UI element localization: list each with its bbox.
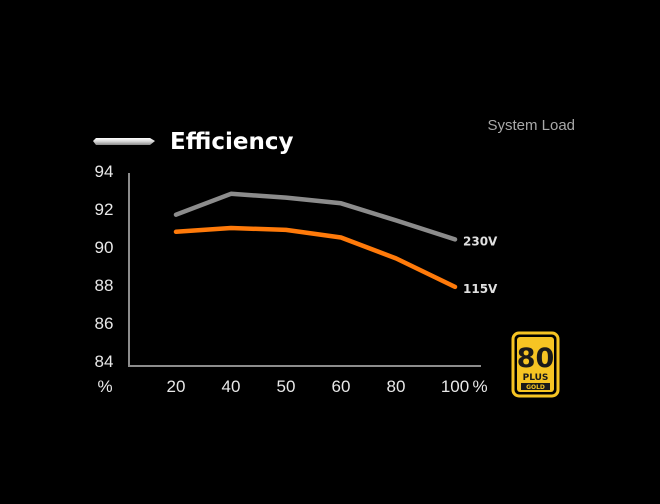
chart-title: Efficiency — [170, 129, 293, 155]
y-tick-label: 86 — [95, 314, 114, 333]
badge-80-text: 80 — [517, 343, 555, 374]
x-tick-label: 60 — [332, 377, 351, 396]
series-line-230v — [173, 191, 458, 242]
80-plus-gold-badge: 80 PLUS GOLD — [511, 331, 560, 398]
y-unit-label: % — [97, 377, 112, 396]
y-tick-labels: 94 92 90 88 86 84 — [95, 162, 114, 371]
x-tick-label: 40 — [222, 377, 241, 396]
series-label-115v: 115V — [463, 282, 498, 296]
badge-tier-strip — [521, 383, 550, 390]
x-tick-label: 50 — [277, 377, 296, 396]
series-label-230v: 230V — [463, 234, 498, 248]
badge-plus-text: PLUS — [523, 373, 549, 383]
y-tick-label: 94 — [95, 162, 114, 181]
x-unit-label: % — [472, 377, 487, 396]
y-tick-label: 84 — [95, 352, 114, 371]
chart-subtitle: System Load — [487, 117, 575, 134]
x-tick-label: 20 — [167, 377, 186, 396]
badge-inner — [517, 337, 554, 392]
y-tick-label: 90 — [95, 238, 114, 257]
x-tick-labels: 20 40 50 60 80 100 — [167, 377, 470, 396]
y-tick-label: 92 — [95, 200, 114, 219]
badge-gold-text: GOLD — [526, 384, 545, 391]
series-line-115v — [173, 225, 458, 290]
x-tick-label: 80 — [387, 377, 406, 396]
x-tick-label: 100 — [441, 377, 469, 396]
y-tick-label: 88 — [95, 276, 114, 295]
series-lines: 230V 115V — [173, 191, 498, 296]
title-bar-icon — [93, 138, 155, 145]
